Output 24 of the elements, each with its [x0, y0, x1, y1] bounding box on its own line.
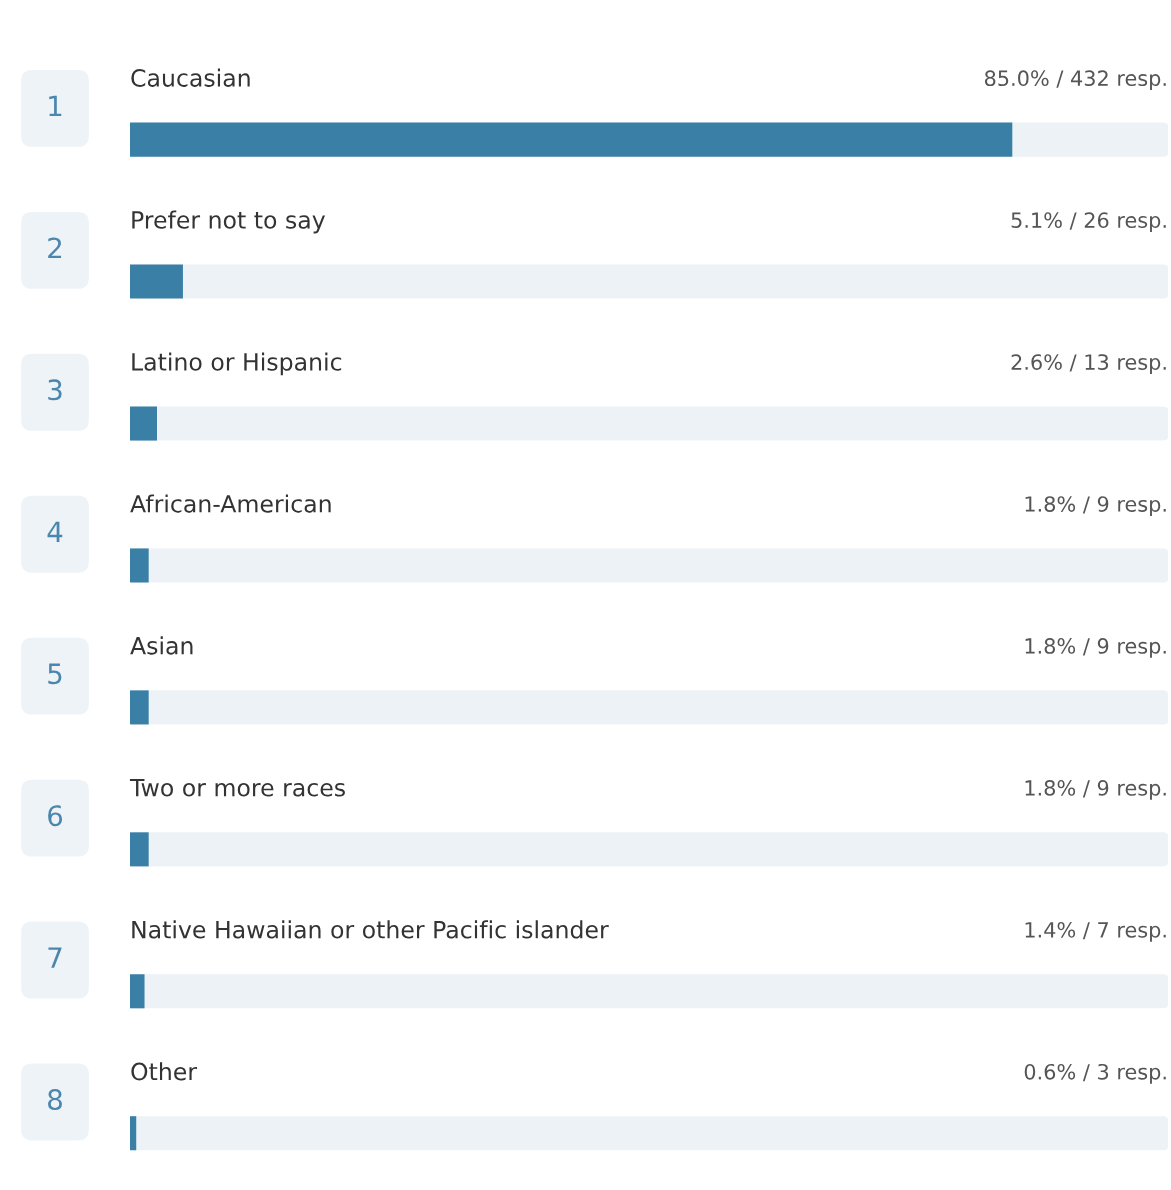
- text: 2: [48, 237, 62, 259]
- y-tick-label: Caucasian: [131, 68, 250, 87]
- y-tick-label: Native Hawaiian or other Pacific islander: [132, 920, 609, 939]
- data-label: 2.6% / 13 resp.: [1011, 354, 1166, 374]
- text: 1: [49, 95, 62, 117]
- y-tick-label: Other: [131, 1062, 198, 1081]
- y-tick-label: Two or more races: [129, 779, 345, 797]
- text: 8: [48, 1089, 62, 1111]
- data-label: 1.4% / 7 resp.: [1025, 921, 1166, 942]
- data-label: 0.6% / 3 resp.: [1024, 1063, 1166, 1084]
- text: 4: [47, 521, 63, 542]
- data-label: 85.0% / 432 resp.: [984, 70, 1166, 91]
- data-label: 1.8% / 9 resp.: [1025, 638, 1166, 658]
- data-label: 1.8% / 9 resp.: [1025, 780, 1166, 800]
- text: 5: [48, 663, 62, 685]
- data-label: 5.1% / 26 resp.: [1011, 212, 1166, 233]
- text: 3: [48, 379, 62, 401]
- y-tick-label: Prefer not to say: [132, 210, 325, 234]
- y-tick-label: African-American: [130, 494, 331, 513]
- y-tick-label: Latino or Hispanic: [132, 352, 342, 376]
- data-label: 1.8% / 9 resp.: [1025, 496, 1166, 516]
- y-tick-label: Asian: [130, 636, 193, 655]
- text: 6: [48, 805, 63, 827]
- text: 7: [48, 947, 62, 968]
